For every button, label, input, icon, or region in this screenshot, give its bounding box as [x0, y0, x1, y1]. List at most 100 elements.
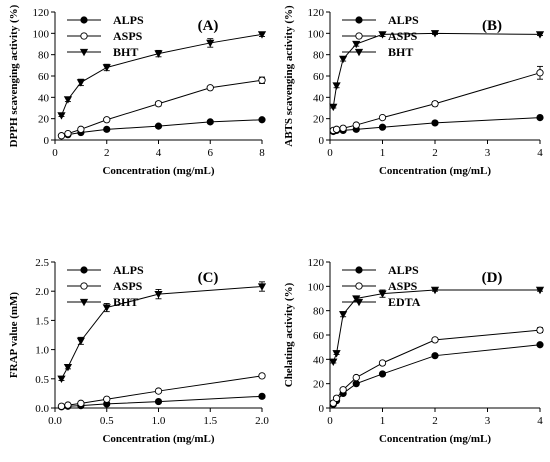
data-point [258, 372, 266, 380]
x-tick-label: 0 [52, 147, 58, 159]
legend-entry-asps: ASPS [388, 29, 418, 43]
y-axis-label: DPPH scavenging activity (%) [8, 4, 20, 147]
y-tick-label: 0 [319, 403, 325, 415]
data-point [257, 283, 267, 291]
y-tick-label: 20 [38, 114, 50, 126]
data-point [352, 121, 360, 129]
x-axis-label: Concentration (mg/mL) [379, 165, 491, 177]
data-point [332, 394, 341, 402]
x-tick-label: 1.0 [152, 415, 166, 427]
legend-entry-bht: BHT [113, 45, 138, 59]
y-tick-label: 40 [38, 92, 50, 104]
data-point [339, 55, 348, 64]
data-point [536, 69, 544, 77]
x-tick-label: 0.5 [100, 415, 114, 427]
series-line [61, 119, 263, 137]
legend-entry-asps: ASPS [388, 279, 418, 293]
y-tick-label: 100 [308, 281, 325, 293]
legend-entry-asps: ASPS [113, 279, 143, 293]
data-point [103, 395, 111, 403]
data-point [332, 82, 341, 90]
data-point [332, 125, 341, 133]
y-tick-label: 60 [313, 330, 325, 342]
data-point [154, 290, 163, 299]
y-axis-label: FRAP value (mM) [8, 292, 20, 378]
x-tick-label: 4 [156, 147, 162, 159]
data-point [103, 116, 111, 124]
data-point [103, 125, 111, 133]
legend-marker [80, 266, 88, 274]
data-point [339, 124, 347, 132]
series-line [332, 32, 541, 108]
data-point [63, 363, 73, 372]
legend-entry-bht: BHT [113, 295, 138, 309]
data-point [102, 64, 111, 72]
x-tick-label: 6 [208, 147, 214, 159]
y-tick-label: 0.0 [35, 403, 49, 415]
y-tick-label: 0 [44, 135, 50, 147]
legend-marker [354, 298, 364, 307]
legend-marker [355, 16, 363, 24]
y-tick-label: 80 [38, 50, 50, 62]
data-point [77, 399, 85, 407]
y-tick-label: 80 [313, 50, 325, 62]
data-point [378, 290, 387, 298]
data-point [352, 373, 360, 382]
y-tick-label: 1.5 [35, 315, 49, 327]
data-point [329, 399, 337, 407]
y-tick-label: 2.5 [35, 257, 49, 269]
y-tick-label: 0.5 [35, 374, 49, 386]
data-point [536, 114, 544, 122]
legend-marker [355, 282, 363, 290]
data-point [154, 100, 163, 108]
y-tick-label: 120 [33, 7, 50, 19]
y-axis-label: ABTS scavenging activity (%) [283, 5, 295, 147]
data-point [535, 31, 545, 39]
legend: ALPS ASPS BHT [342, 13, 419, 59]
legend-marker [80, 282, 88, 290]
legend-entry-asps: ASPS [113, 29, 143, 43]
data-point [258, 116, 266, 124]
data-point [431, 100, 439, 108]
data-point [77, 125, 85, 133]
y-tick-label: 40 [313, 354, 325, 366]
y-tick-label: 40 [313, 92, 325, 104]
data-point [76, 337, 85, 346]
data-point [536, 341, 544, 349]
chart-panel-3: 0.0 0.5 1.0 1.5 2.0 2.5 0.0 0.5 1.0 1.5 2.0 Concent… [8, 257, 269, 445]
y-tick-label: 120 [308, 7, 325, 19]
data-point [430, 286, 440, 295]
data-point [352, 380, 360, 388]
legend-marker [80, 16, 88, 24]
x-tick-label: 1.5 [203, 415, 217, 427]
legend-entry-edta: EDTA [388, 295, 421, 309]
data-point [339, 386, 347, 394]
series-alps [329, 114, 544, 136]
data-point [57, 132, 66, 140]
y-tick-label: 80 [313, 306, 325, 318]
y-tick-label: 20 [313, 114, 325, 126]
y-tick-label: 2.0 [35, 286, 49, 298]
y-tick-label: 60 [38, 71, 50, 83]
x-tick-label: 4 [537, 147, 543, 159]
x-tick-label: 0.0 [48, 415, 62, 427]
data-point [154, 387, 163, 395]
series-asps [57, 76, 266, 140]
chart-panel-4: 0 20 40 60 80 100 120 0 1 2 3 4 Concentration (mg/mL… [283, 257, 545, 445]
data-point [339, 311, 348, 319]
x-tick-label: 2.0 [255, 415, 269, 427]
y-tick-label: 60 [313, 71, 325, 83]
data-point [258, 76, 266, 84]
y-tick-label: 100 [308, 28, 325, 40]
legend-marker [354, 48, 364, 57]
data-point [329, 103, 338, 112]
data-point [63, 96, 73, 104]
data-point [258, 392, 266, 400]
data-point [378, 359, 387, 367]
legend: ALPS ASPS BHT [67, 13, 144, 59]
panel-label: (B) [482, 18, 502, 34]
data-point [378, 123, 387, 131]
series-asps [329, 326, 544, 407]
x-tick-label: 1 [380, 415, 386, 427]
